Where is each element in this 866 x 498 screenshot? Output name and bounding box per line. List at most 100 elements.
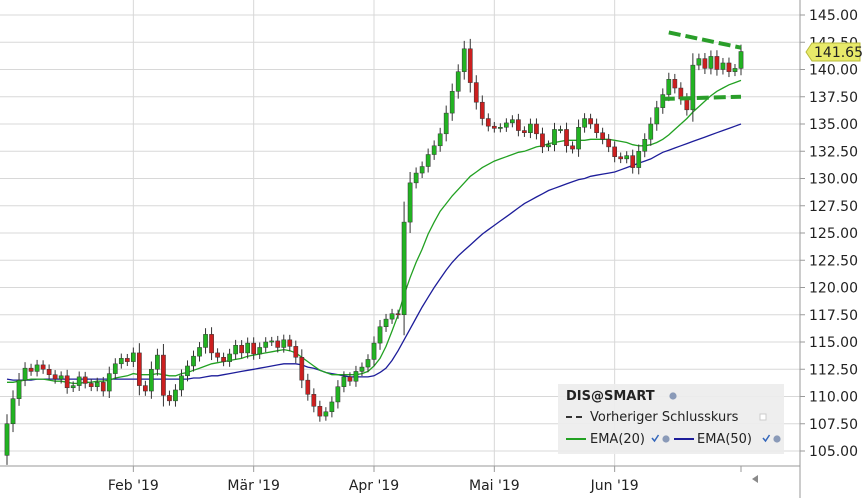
y-tick-label: 105.00 (809, 444, 858, 460)
y-tick-label: 125.00 (809, 226, 858, 242)
candle-down (317, 406, 323, 417)
candle-down (714, 56, 720, 70)
candle-up (323, 411, 329, 417)
candle-up (335, 386, 341, 403)
candle-up (696, 58, 702, 66)
y-tick-label: 132.50 (809, 144, 858, 160)
candle-down (540, 133, 545, 148)
candle-down (167, 395, 172, 402)
candle-up (365, 359, 371, 368)
candle-up (648, 123, 654, 140)
candle-down (239, 345, 244, 354)
trendline-lower (662, 94, 742, 101)
candle-up (636, 151, 642, 168)
candle-down (161, 354, 166, 396)
candle-down (299, 357, 305, 381)
last-price-tag-bg (805, 42, 861, 62)
legend-ema20-settings-icon[interactable] (662, 435, 670, 443)
candle-up (359, 366, 365, 372)
candle-down (485, 118, 491, 127)
candle-down (143, 385, 148, 392)
candle-down (606, 139, 611, 148)
legend-prev-close-checkbox[interactable] (759, 413, 767, 421)
candle-down (124, 358, 130, 362)
candle-up (112, 363, 118, 374)
candle-up (70, 385, 76, 389)
candle-up (690, 64, 696, 111)
candle-up (720, 62, 726, 70)
candle-up (149, 369, 154, 392)
candle-up (34, 364, 40, 372)
candle-up (179, 375, 184, 391)
legend: DIS@SMART Vorheriger Schlusskurs EMA(20)… (558, 384, 784, 454)
candle-down (395, 313, 401, 316)
candle-up (497, 127, 503, 129)
candle-up (263, 341, 269, 348)
candle-up (16, 379, 22, 399)
y-tick-label: 107.50 (809, 417, 858, 433)
candle-down (88, 383, 94, 387)
scroll-left-arrow-icon[interactable] (752, 475, 758, 483)
candle-down (588, 118, 593, 125)
candle-down (534, 123, 539, 135)
candle-up (510, 119, 515, 124)
candle-up (419, 166, 425, 174)
legend-ema20-check-icon[interactable] (651, 434, 660, 443)
candle-down (522, 130, 527, 133)
candle-up (281, 339, 287, 348)
candle-up (173, 389, 178, 402)
legend-ema50-settings-icon[interactable] (773, 435, 781, 443)
candle-down (137, 352, 142, 386)
candle-up (353, 371, 359, 382)
candle-down (473, 82, 479, 103)
grid-layer (0, 0, 800, 466)
legend-ema50-check-icon[interactable] (762, 434, 771, 443)
legend-prev-close-label: Vorheriger Schlusskurs (590, 410, 739, 425)
candle-up (582, 118, 587, 128)
y-tick-label: 110.00 (809, 390, 858, 406)
candle-up (546, 144, 551, 148)
candle-up (449, 91, 455, 114)
candle-up (377, 326, 383, 344)
x-tick-label: Apr '19 (349, 478, 399, 494)
candle-down (221, 357, 226, 362)
candle-down (516, 119, 521, 131)
candle-down (28, 367, 34, 372)
candle-down (564, 129, 569, 147)
candle-up (118, 358, 124, 365)
candle-down (570, 145, 575, 150)
x-tick-label: Mai '19 (469, 478, 520, 494)
candle-up (94, 382, 100, 387)
candle-up (329, 401, 335, 413)
y-tick-label: 145.00 (809, 8, 858, 24)
candle-up (10, 398, 16, 424)
candle-up (654, 107, 660, 125)
candle-down (600, 132, 605, 140)
candle-up (371, 342, 377, 360)
candle-up (461, 48, 467, 72)
y-tick-label: 137.50 (809, 90, 858, 106)
candle-up (425, 154, 431, 167)
legend-title-settings-icon[interactable] (669, 392, 677, 400)
candle-down (52, 374, 58, 380)
y-tick-label: 130.00 (809, 172, 858, 188)
candle-down (672, 79, 678, 89)
candle-down (251, 342, 257, 355)
candle-up (4, 423, 10, 456)
candle-down (82, 376, 88, 384)
candle-up (233, 345, 238, 355)
candle-up (443, 112, 449, 135)
x-tick-label: Mär '19 (227, 478, 280, 494)
legend-title: DIS@SMART (566, 389, 655, 404)
candle-up (22, 367, 28, 381)
y-tick-label: 122.50 (809, 253, 858, 269)
candle-up (106, 373, 112, 392)
candle-up (227, 353, 232, 362)
candle-down (293, 346, 299, 358)
x-tick-label: Feb '19 (108, 478, 159, 494)
candle-down (467, 48, 473, 83)
candle-up (58, 375, 64, 380)
candle-up (732, 68, 738, 72)
y-tick-label: 115.00 (809, 335, 858, 351)
